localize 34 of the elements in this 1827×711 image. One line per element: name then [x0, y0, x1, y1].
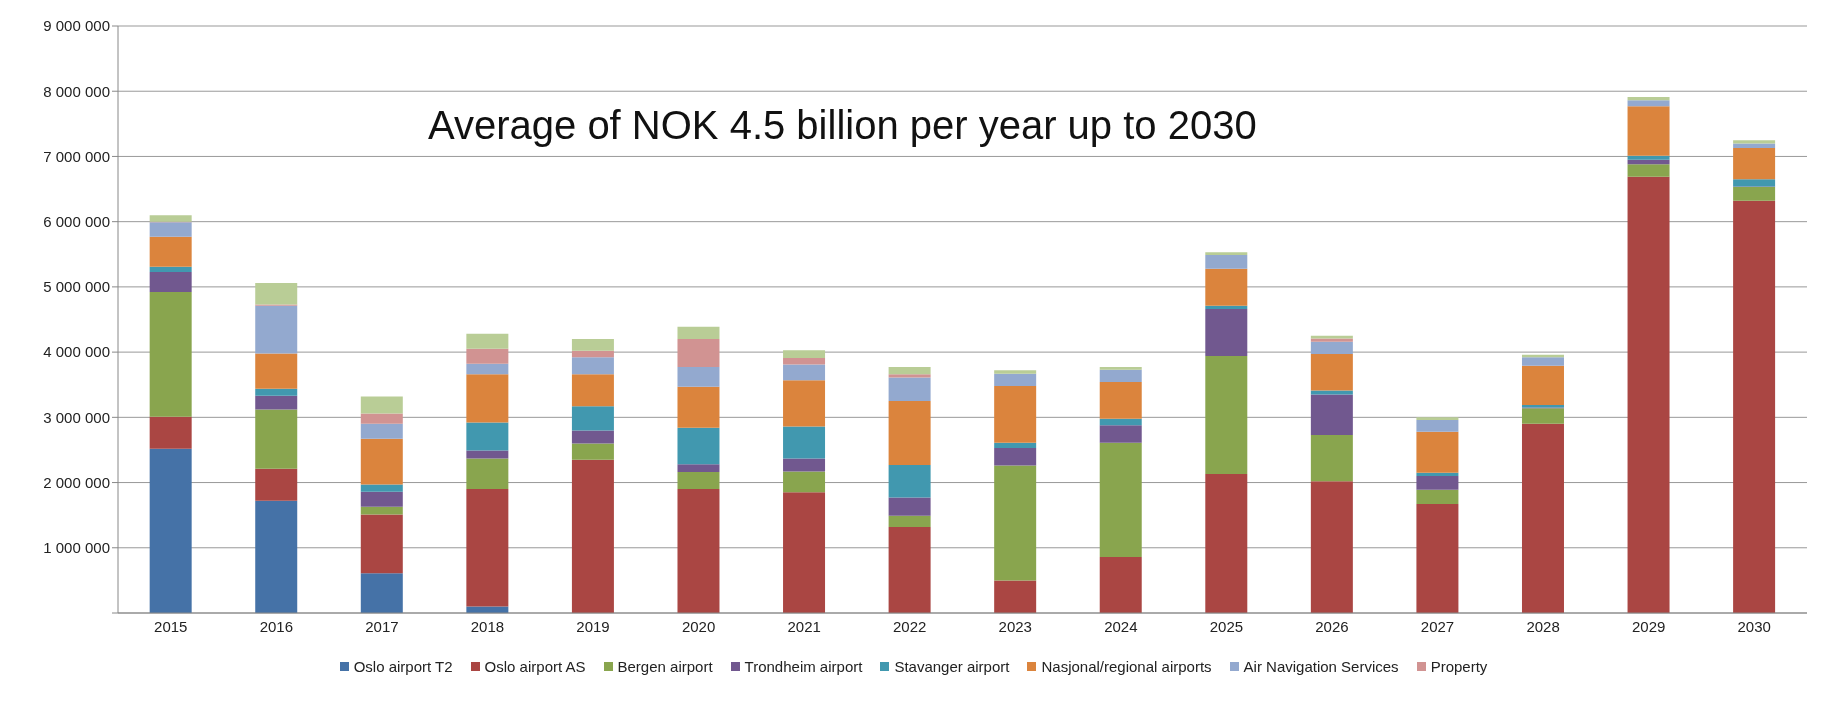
y-tick-label: 3 000 000: [43, 408, 110, 426]
x-tick-label: 2019: [576, 617, 610, 635]
x-tick-label: 2021: [787, 617, 821, 635]
text: Average of NOK 4.5 billion per year up to 2030: [428, 103, 1257, 148]
legend-label: Oslo airport T2: [353, 658, 453, 675]
x-tick-label: 2028: [1526, 617, 1560, 635]
legend-label: Trondheim airport: [744, 658, 863, 675]
y-tick-label: 9 000 000: [43, 17, 110, 35]
legend-label: Property: [1430, 658, 1488, 675]
legend-label: Stavanger airport: [894, 658, 1010, 675]
y-tick-label: 8 000 000: [43, 82, 110, 100]
legend-label: Bergen airport: [617, 658, 713, 675]
x-tick-label: 2017: [365, 617, 399, 635]
x-tick-label: 2020: [681, 617, 716, 635]
legend-label: Air Navigation Services: [1243, 658, 1399, 675]
x-tick-label: 2029: [1631, 617, 1666, 635]
y-tick-label: 2 000 000: [43, 473, 110, 491]
x-tick-label: 2023: [998, 617, 1032, 635]
x-tick-label: 2024: [1104, 617, 1138, 635]
legend-label: Nasjonal/regional airports: [1041, 658, 1212, 675]
x-tick-label: 2025: [1209, 617, 1244, 635]
y-tick-label: 4 000 000: [43, 343, 110, 361]
x-tick-label: 2027: [1420, 617, 1455, 635]
x-tick-label: 2022: [893, 617, 927, 635]
x-tick-label: 2018: [470, 617, 505, 635]
legend-label: Oslo airport AS: [484, 658, 586, 675]
y-tick-label: 7 000 000: [43, 147, 110, 165]
x-tick-label: 2015: [154, 617, 188, 635]
x-tick-label: 2030: [1737, 617, 1771, 635]
y-tick-label: 5 000 000: [43, 278, 110, 296]
y-tick-label: 1 000 000: [43, 539, 110, 557]
x-tick-label: 2026: [1315, 617, 1349, 635]
y-tick-label: 6 000 000: [43, 212, 110, 230]
x-tick-label: 2016: [259, 617, 294, 635]
